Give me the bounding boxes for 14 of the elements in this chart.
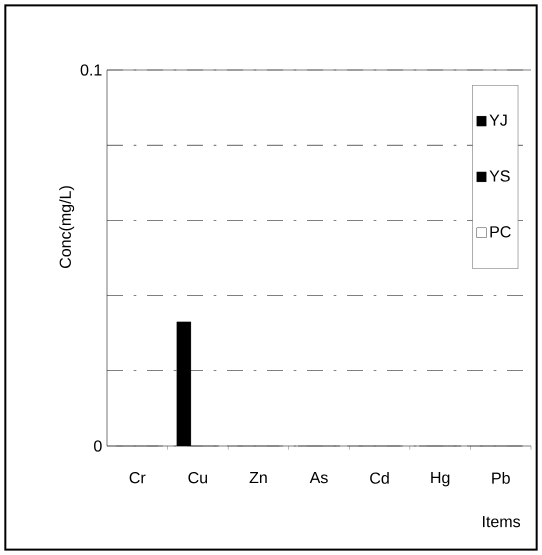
y-tick-label: 0.1 [80,64,102,76]
x-tick-label: Zn [250,472,267,484]
legend-label: PC [490,226,511,238]
x-tick-label: Hg [431,472,450,486]
x-tick-label: Cd [370,472,389,484]
x-tick-label: As [310,472,328,484]
legend-label: YJ [489,114,507,126]
x-tick-label: Cu [188,472,208,484]
x-tick-label: Pb [492,472,510,484]
x-tick-label: Cr [130,472,146,484]
legend-label: YS [489,170,510,182]
y-axis-title: Conc(mg/L) [59,186,74,268]
y-tick-label: 0 [94,440,102,452]
x-axis-title: Items [483,516,520,528]
